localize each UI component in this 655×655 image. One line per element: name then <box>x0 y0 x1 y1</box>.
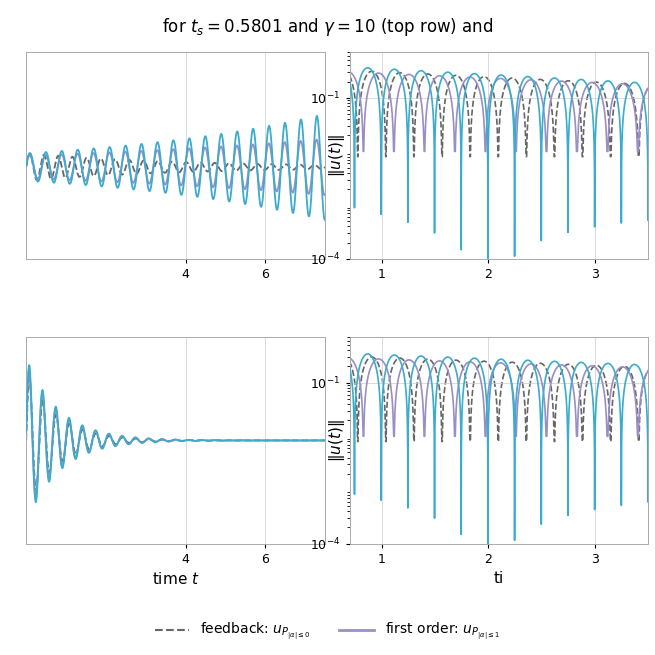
Text: $\|u(t)\|$: $\|u(t)\|$ <box>328 419 347 462</box>
Legend: feedback: $u_{P_{|\alpha|\leq 0}}$, first order: $u_{P_{|\alpha|\leq 1}}$: feedback: $u_{P_{|\alpha|\leq 0}}$, firs… <box>149 616 506 648</box>
Text: $\|u(t)\|$: $\|u(t)\|$ <box>328 134 347 177</box>
Text: for $t_s = 0.5801$ and $\gamma = 10$ (top row) and: for $t_s = 0.5801$ and $\gamma = 10$ (to… <box>162 16 493 39</box>
X-axis label: time $t$: time $t$ <box>152 571 200 588</box>
X-axis label: ti: ti <box>494 571 504 586</box>
